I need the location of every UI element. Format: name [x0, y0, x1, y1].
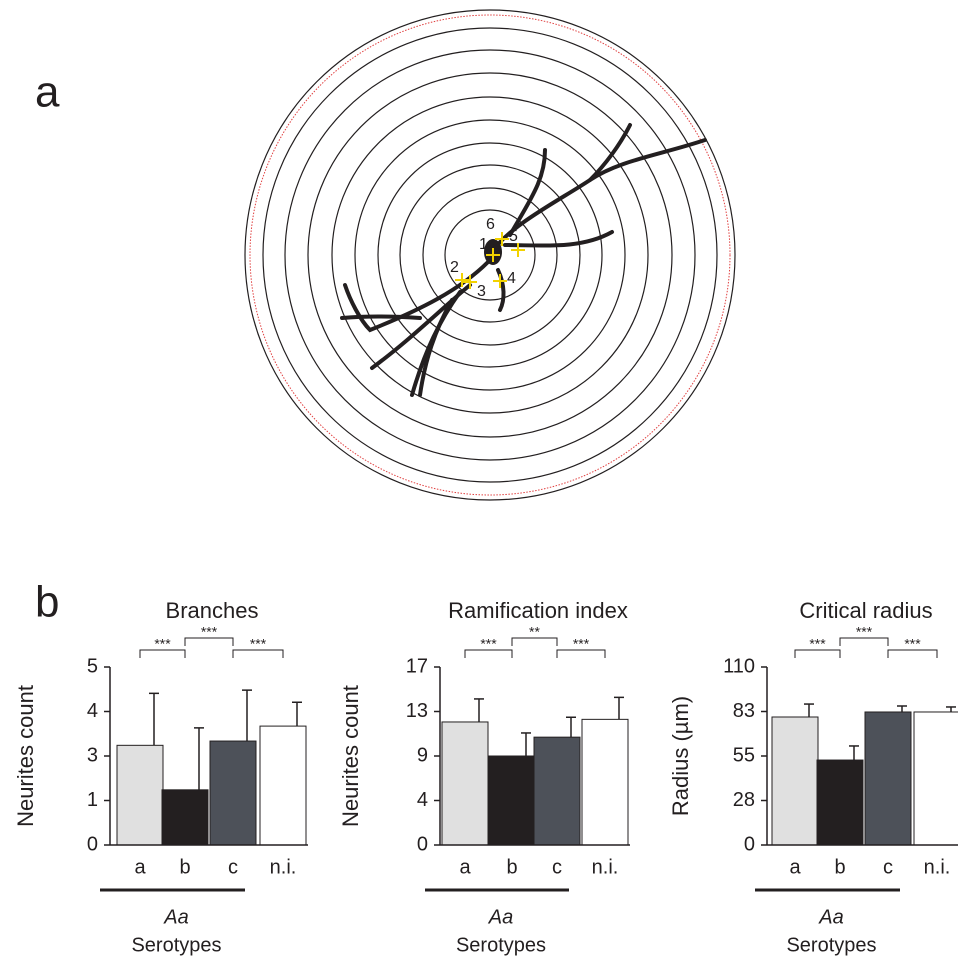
significance-label: ***	[573, 636, 590, 652]
y-tick-label: 0	[744, 833, 755, 855]
y-tick-label: 1	[87, 789, 98, 811]
significance-label: ***	[809, 636, 826, 652]
point-label: 3	[477, 283, 486, 300]
bar	[864, 711, 912, 846]
chart-title: Ramification index	[448, 598, 628, 623]
significance-label: ***	[154, 636, 171, 652]
significance-bracket	[887, 649, 938, 658]
x-axis-label: Serotypes	[131, 934, 221, 956]
point-label: 1	[479, 236, 488, 253]
x-tick-label: b	[179, 856, 190, 878]
y-tick-label: 28	[733, 789, 755, 811]
point-label: 5	[509, 228, 518, 245]
bar	[161, 789, 209, 846]
significance-bracket	[464, 649, 513, 658]
bar	[116, 744, 164, 846]
y-axis-label: Neurites count	[13, 685, 38, 827]
y-tick-label: 0	[417, 833, 428, 855]
y-tick-label: 13	[406, 700, 428, 722]
outer-ring	[249, 14, 731, 496]
y-tick-label: 3	[87, 744, 98, 766]
y-tick-label: 0	[87, 833, 98, 855]
point-label: 4	[507, 270, 516, 287]
group-label: Aa	[488, 906, 513, 928]
bar	[259, 725, 307, 846]
y-axis-label: Radius (µm)	[668, 696, 693, 816]
significance-label: ***	[904, 636, 921, 652]
bar	[209, 740, 257, 846]
panel-label: b	[35, 578, 59, 627]
x-tick-label: n.i.	[270, 856, 297, 878]
x-tick-label: b	[506, 856, 517, 878]
significance-bracket	[556, 649, 606, 658]
significance-label: **	[529, 624, 540, 640]
y-tick-label: 83	[733, 700, 755, 722]
point-labels: 1 2 3 4 5 6	[450, 216, 518, 300]
significance-bracket	[794, 649, 841, 658]
point-label: 6	[486, 216, 495, 233]
significance-bracket	[839, 637, 889, 646]
x-tick-label: c	[552, 856, 562, 878]
panel-label: a	[35, 68, 60, 117]
x-tick-label: b	[834, 856, 845, 878]
x-tick-label: a	[134, 856, 146, 878]
y-tick-label: 55	[733, 744, 755, 766]
crosses	[455, 232, 525, 289]
significance-bracket	[184, 637, 234, 646]
significance-label: ***	[856, 624, 873, 640]
y-tick-label: 4	[87, 700, 98, 722]
bar	[771, 716, 819, 846]
x-tick-label: a	[459, 856, 471, 878]
x-axis-label: Serotypes	[786, 934, 876, 956]
y-axis-label: Neurites count	[338, 685, 363, 827]
group-label: Aa	[163, 906, 188, 928]
point-label: 2	[450, 259, 459, 276]
bar	[581, 718, 629, 846]
rings	[244, 9, 736, 501]
significance-bracket	[232, 649, 284, 658]
significance-bracket	[139, 649, 186, 658]
significance-label: ***	[480, 636, 497, 652]
y-tick-label: 5	[87, 655, 98, 677]
significance-bracket	[511, 637, 558, 646]
x-tick-label: c	[228, 856, 238, 878]
neuron	[340, 123, 707, 397]
chart-title: Branches	[166, 598, 259, 623]
chart-title: Critical radius	[799, 598, 932, 623]
sholl-diagram: 1 2 3 4 5 6	[244, 9, 736, 501]
x-tick-label: n.i.	[592, 856, 619, 878]
y-tick-label: 17	[406, 655, 428, 677]
significance-label: ***	[201, 624, 218, 640]
bar	[816, 759, 864, 846]
x-tick-label: a	[789, 856, 801, 878]
y-tick-label: 4	[417, 789, 428, 811]
group-label: Aa	[818, 906, 843, 928]
bar	[913, 711, 958, 846]
bar	[533, 736, 581, 846]
x-axis-label: Serotypes	[456, 934, 546, 956]
y-tick-label: 9	[417, 744, 428, 766]
x-tick-label: n.i.	[924, 856, 951, 878]
significance-label: ***	[250, 636, 267, 652]
bar	[488, 755, 536, 846]
x-tick-label: c	[883, 856, 893, 878]
y-tick-label: 110	[723, 655, 755, 677]
bar	[441, 721, 489, 846]
